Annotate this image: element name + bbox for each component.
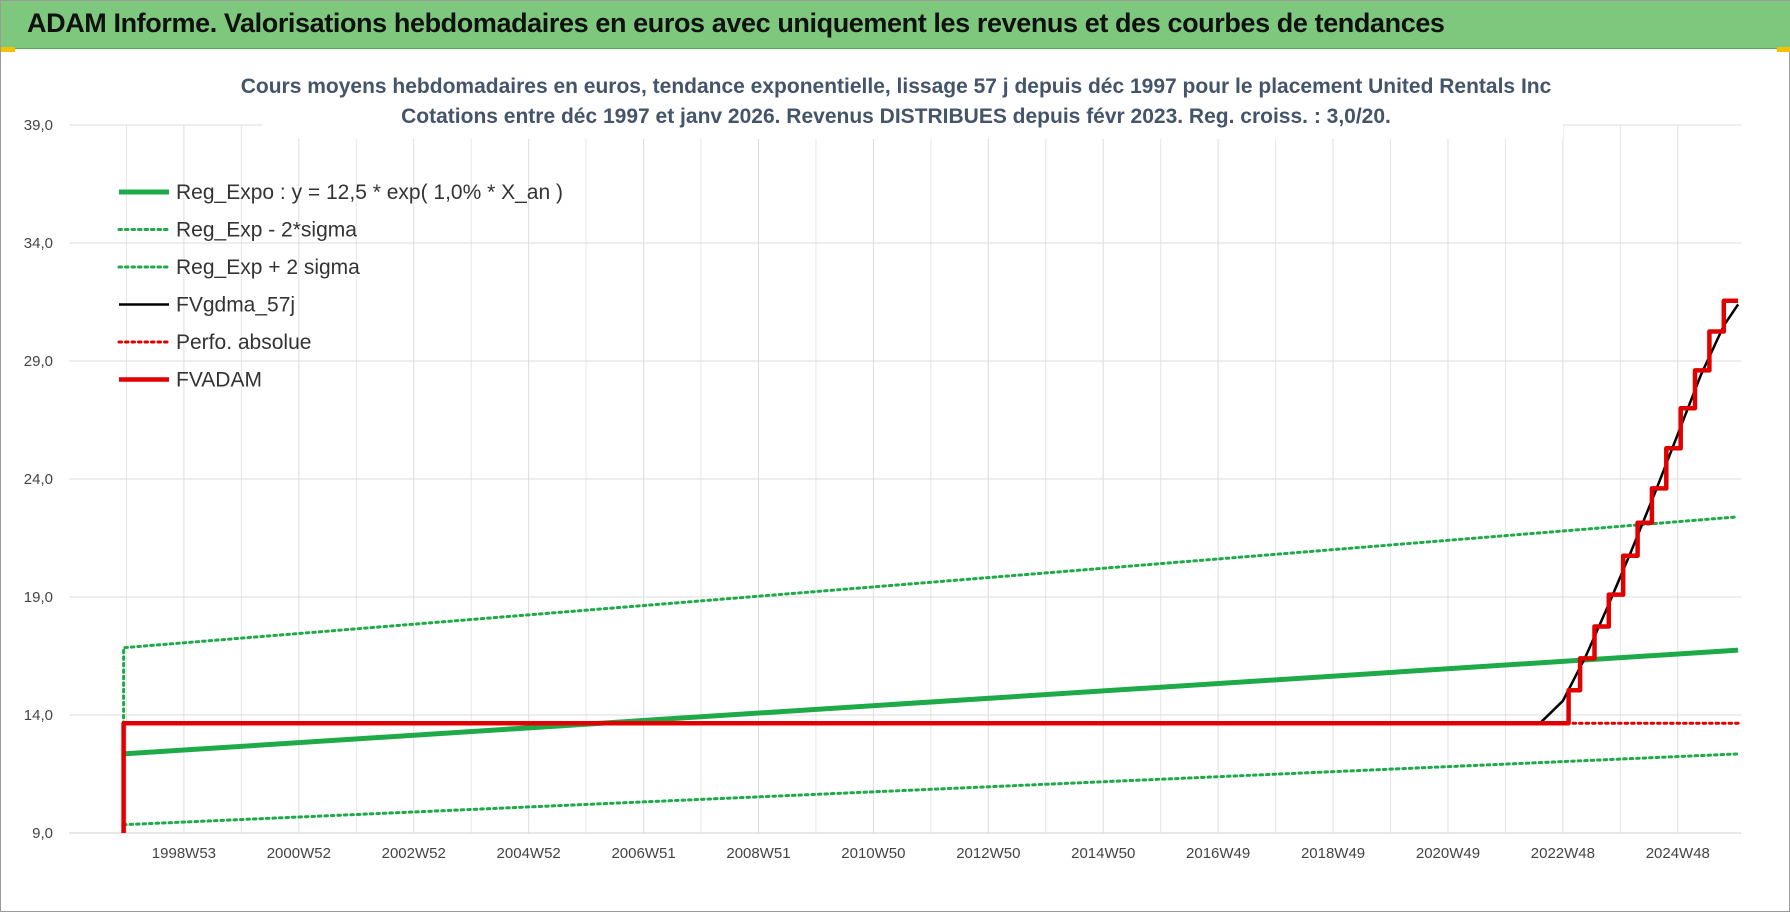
x-axis: 1998W53 2000W52 2002W52 2004W52 2006W51 2008W…	[69, 832, 1741, 862]
y-tick-label: 24,0	[24, 471, 53, 488]
x-tick-label: 2002W52	[382, 845, 446, 862]
x-tick-label: 2014W50	[1071, 845, 1135, 862]
chart-title-line1: Cours moyens hebdomadaires en euros, ten…	[241, 75, 1552, 98]
series-line-6	[121, 298, 1739, 833]
y-tick-label: 9,0	[32, 825, 53, 842]
y-tick-label: 39,0	[24, 117, 53, 134]
corner-marker-left	[1, 47, 15, 52]
x-tick-label: 2024W48	[1646, 845, 1710, 862]
x-tick-label: 2012W50	[956, 845, 1020, 862]
corner-marker-right	[1777, 47, 1790, 52]
y-tick-label: 34,0	[24, 235, 53, 252]
x-tick-label: 2020W49	[1416, 845, 1480, 862]
y-tick-label: 14,0	[24, 707, 53, 724]
title-backdrop	[263, 69, 1563, 139]
x-tick-label: 2018W49	[1301, 845, 1365, 862]
x-tick-label: 2016W49	[1186, 845, 1250, 862]
report-banner: ADAM Informe. Valorisations hebdomadaire…	[1, 1, 1790, 49]
legend-label-2: Reg_Exp - 2*sigma	[176, 219, 357, 242]
legend-label-3: Reg_Exp + 2 sigma	[176, 256, 360, 279]
series-line-3	[122, 515, 1740, 726]
report-title: ADAM Informe. Valorisations hebdomadaire…	[27, 8, 1445, 38]
x-tick-label: 2022W48	[1531, 845, 1595, 862]
y-axis: 9,0 14,0 19,0 24,0 29,0 34,0 39,0	[24, 117, 53, 842]
chart-legend: Reg_Expo : y = 12,5 * exp( 1,0% * X_an )…	[117, 181, 563, 392]
y-tick-label: 19,0	[24, 589, 53, 606]
series-layer	[121, 298, 1740, 833]
legend-label-4: FVgdma_57j	[176, 294, 295, 317]
series-line-1	[123, 647, 1739, 757]
y-tick-label: 29,0	[24, 353, 53, 370]
x-tick-label: 1998W53	[152, 845, 216, 862]
x-tick-label: 2000W52	[267, 845, 331, 862]
legend-label-5: Perfo. absolue	[176, 331, 311, 354]
legend-label-1: Reg_Expo : y = 12,5 * exp( 1,0% * X_an )	[176, 181, 563, 204]
legend-label-6: FVADAM	[176, 369, 262, 392]
series-line-2	[122, 752, 1740, 827]
trend-chart: 9,0 14,0 19,0 24,0 29,0 34,0 39,0 1998W53 2000W…	[24, 69, 1741, 862]
x-tick-label: 2006W51	[611, 845, 675, 862]
chart-title-line2: Cotations entre déc 1997 et janv 2026. R…	[401, 105, 1391, 128]
x-tick-label: 2010W50	[841, 845, 905, 862]
x-tick-label: 2008W51	[726, 845, 790, 862]
x-tick-label: 2004W52	[497, 845, 561, 862]
